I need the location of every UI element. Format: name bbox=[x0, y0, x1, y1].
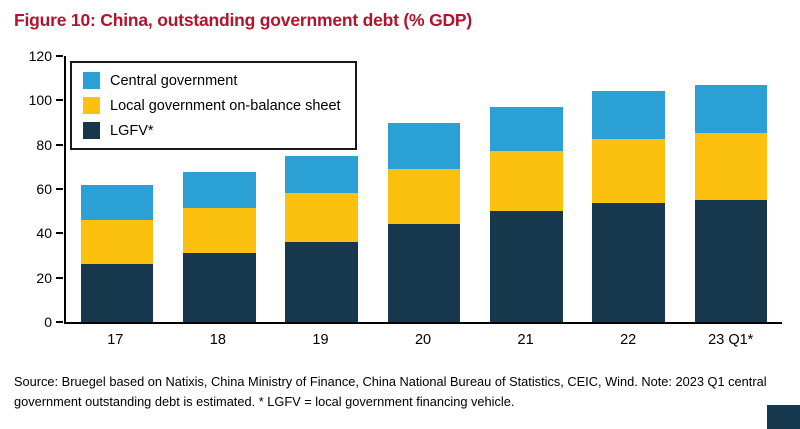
bar-segment-central-government bbox=[80, 184, 154, 221]
bar-group-19 bbox=[271, 56, 373, 322]
bar-group-23-q1- bbox=[680, 56, 782, 322]
y-tick-mark bbox=[56, 188, 63, 190]
x-axis-labels: 17 18 19 20 21 22 23 Q1* bbox=[64, 332, 782, 348]
y-tick-mark bbox=[56, 143, 63, 146]
y-tick-mark bbox=[56, 321, 63, 323]
bar-segment-central-government bbox=[489, 107, 563, 152]
figure-title: Figure 10: China, outstanding government… bbox=[14, 10, 473, 30]
legend-swatch-icon bbox=[83, 72, 100, 89]
legend-swatch-icon bbox=[83, 97, 100, 114]
bar-stack bbox=[694, 84, 768, 322]
x-tick-label-18: 18 bbox=[209, 332, 226, 348]
bar-segment-lgfv- bbox=[285, 242, 358, 322]
bar-segment-lgfv- bbox=[489, 211, 563, 322]
plot-area bbox=[64, 56, 782, 324]
bar-segment-lgfv- bbox=[387, 224, 461, 322]
bar-stack bbox=[387, 122, 461, 322]
chart-area: Central government Local government on-ba… bbox=[29, 48, 782, 330]
bar-group-20 bbox=[373, 56, 475, 322]
x-tick-label-17: 17 bbox=[107, 332, 124, 348]
y-tick-label-120: 120 bbox=[28, 48, 52, 64]
bar-segment-lgfv- bbox=[183, 253, 256, 322]
x-tick-label-20: 20 bbox=[414, 332, 432, 348]
legend-swatch-icon bbox=[83, 122, 100, 139]
bar-segment-local-government-on-balance-sheet bbox=[285, 193, 358, 243]
legend-label: LGFV* bbox=[110, 122, 154, 139]
y-tick-label-40: 40 bbox=[36, 225, 52, 242]
bar-segment-lgfv- bbox=[592, 203, 665, 322]
y-tick-mark bbox=[56, 99, 63, 102]
legend-item-local-government-on-balance-sheet: Local government on-balance sheet bbox=[83, 97, 341, 114]
x-tick-label-23-q1-: 23 Q1* bbox=[708, 332, 754, 348]
bar-stack bbox=[592, 91, 665, 322]
bar-segment-local-government-on-balance-sheet bbox=[80, 220, 154, 265]
y-tick-label-80: 80 bbox=[36, 136, 52, 153]
bar-segment-local-government-on-balance-sheet bbox=[387, 169, 461, 225]
brand-logo-block bbox=[767, 405, 800, 429]
bar-segment-central-government bbox=[183, 172, 256, 208]
x-tick-label-22: 22 bbox=[620, 332, 637, 348]
source-note: Source: Bruegel based on Natixis, China … bbox=[14, 374, 767, 409]
legend-label: Local government on-balance sheet bbox=[110, 97, 341, 114]
legend-label: Central government bbox=[110, 72, 238, 89]
bar-segment-local-government-on-balance-sheet bbox=[592, 139, 665, 204]
bar-segment-local-government-on-balance-sheet bbox=[489, 151, 563, 212]
y-tick-mark bbox=[56, 232, 63, 235]
x-tick-label-19: 19 bbox=[312, 332, 329, 348]
y-tick-label-100: 100 bbox=[28, 92, 52, 109]
x-tick-label-21: 21 bbox=[517, 332, 534, 348]
chart-legend: Central government Local government on-ba… bbox=[70, 61, 357, 150]
y-tick-label-0: 0 bbox=[44, 314, 52, 330]
bar-segment-central-government bbox=[285, 155, 358, 194]
bar-group-22 bbox=[577, 56, 679, 322]
bar-segment-local-government-on-balance-sheet bbox=[694, 132, 768, 201]
legend-item-central-government: Central government bbox=[83, 72, 341, 89]
bar-stack bbox=[285, 155, 358, 322]
y-tick-label-20: 20 bbox=[36, 269, 52, 286]
bar-segment-lgfv- bbox=[80, 264, 154, 322]
y-tick-label-60: 60 bbox=[36, 181, 52, 197]
bar-segment-central-government bbox=[694, 84, 768, 133]
bar-segment-lgfv- bbox=[694, 200, 768, 322]
bar-stack bbox=[183, 172, 256, 322]
bar-stack bbox=[489, 107, 563, 322]
legend-item-lgfv-: LGFV* bbox=[83, 122, 341, 139]
bar-group-18 bbox=[168, 56, 270, 322]
y-tick-mark bbox=[56, 276, 63, 279]
bar-segment-central-government bbox=[592, 91, 665, 140]
bar-segment-local-government-on-balance-sheet bbox=[183, 207, 256, 254]
bar-group-17 bbox=[66, 56, 168, 322]
bar-stack bbox=[80, 184, 154, 322]
y-tick-mark bbox=[56, 55, 63, 57]
bar-segment-central-government bbox=[387, 122, 461, 170]
bar-group-21 bbox=[475, 56, 577, 322]
